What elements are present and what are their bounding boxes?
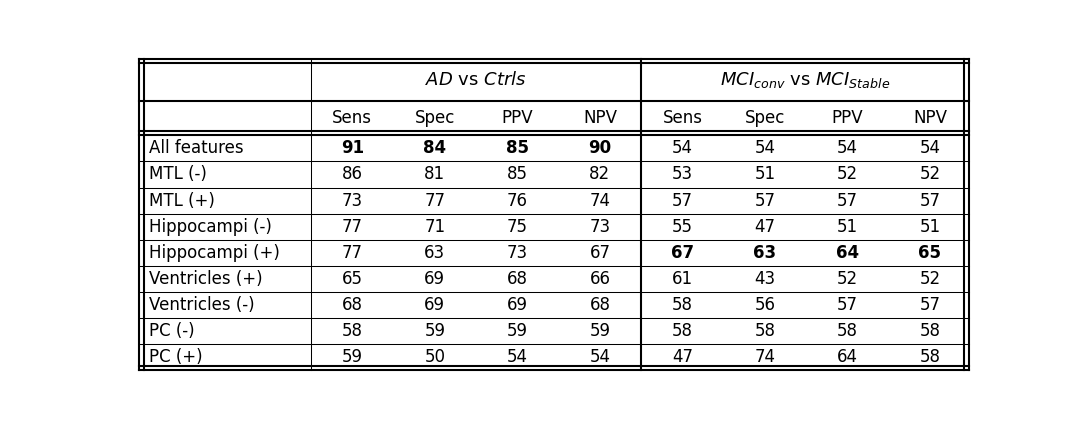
Text: All features: All features	[149, 139, 244, 157]
Text: 64: 64	[836, 244, 859, 262]
Text: 61: 61	[671, 270, 693, 288]
Text: 47: 47	[672, 348, 693, 366]
Text: 57: 57	[837, 296, 858, 314]
Text: 43: 43	[755, 270, 775, 288]
Text: 59: 59	[589, 322, 611, 340]
Text: 59: 59	[342, 348, 363, 366]
Text: 65: 65	[342, 270, 363, 288]
Text: Spec: Spec	[415, 109, 455, 127]
Text: 68: 68	[342, 296, 363, 314]
Text: 53: 53	[671, 165, 693, 184]
Text: 58: 58	[920, 348, 940, 366]
Text: 82: 82	[589, 165, 611, 184]
Text: 85: 85	[506, 139, 529, 157]
Text: 67: 67	[589, 244, 611, 262]
Text: 51: 51	[755, 165, 775, 184]
Text: 56: 56	[755, 296, 775, 314]
Text: NPV: NPV	[583, 109, 617, 127]
Text: 75: 75	[507, 218, 528, 235]
Text: $\mathit{AD}$ vs $\mathit{Ctrls}$: $\mathit{AD}$ vs $\mathit{Ctrls}$	[425, 71, 526, 89]
Text: 69: 69	[425, 296, 445, 314]
Text: 58: 58	[672, 322, 693, 340]
Text: Hippocampi (+): Hippocampi (+)	[149, 244, 280, 262]
Text: 66: 66	[589, 270, 611, 288]
Text: 57: 57	[755, 192, 775, 210]
Text: 55: 55	[672, 218, 693, 235]
Text: 57: 57	[672, 192, 693, 210]
Text: PPV: PPV	[831, 109, 864, 127]
Text: 63: 63	[753, 244, 776, 262]
Text: 77: 77	[425, 192, 445, 210]
Text: 71: 71	[424, 218, 445, 235]
Text: PC (+): PC (+)	[149, 348, 203, 366]
Text: NPV: NPV	[913, 109, 947, 127]
Text: 52: 52	[920, 270, 940, 288]
Text: PC (-): PC (-)	[149, 322, 195, 340]
Text: Ventricles (-): Ventricles (-)	[149, 296, 255, 314]
Text: 68: 68	[507, 270, 528, 288]
Text: 69: 69	[425, 270, 445, 288]
Text: 54: 54	[589, 348, 611, 366]
Text: $\mathit{MCI}_{\mathit{conv}}$ vs $\mathit{MCI}_{\mathit{Stable}}$: $\mathit{MCI}_{\mathit{conv}}$ vs $\math…	[720, 70, 890, 90]
Text: 73: 73	[342, 192, 363, 210]
Text: 85: 85	[507, 165, 528, 184]
Text: 77: 77	[342, 218, 363, 235]
Text: 73: 73	[507, 244, 528, 262]
Text: 68: 68	[589, 296, 611, 314]
Text: 69: 69	[507, 296, 528, 314]
Text: 52: 52	[837, 270, 858, 288]
Text: 59: 59	[425, 322, 445, 340]
Text: 52: 52	[920, 165, 940, 184]
Text: Hippocampi (-): Hippocampi (-)	[149, 218, 272, 235]
Text: Ventricles (+): Ventricles (+)	[149, 270, 263, 288]
Text: 58: 58	[920, 322, 940, 340]
Text: 81: 81	[424, 165, 445, 184]
Text: 54: 54	[837, 139, 858, 157]
Text: 74: 74	[589, 192, 611, 210]
Text: 74: 74	[755, 348, 775, 366]
Text: 57: 57	[920, 192, 940, 210]
Text: 51: 51	[920, 218, 940, 235]
Text: 58: 58	[837, 322, 858, 340]
Text: 54: 54	[672, 139, 693, 157]
Text: 67: 67	[671, 244, 694, 262]
Text: MTL (+): MTL (+)	[149, 192, 215, 210]
Text: 58: 58	[755, 322, 775, 340]
Text: 57: 57	[920, 296, 940, 314]
Text: 90: 90	[588, 139, 612, 157]
Text: 54: 54	[920, 139, 940, 157]
Text: 54: 54	[507, 348, 528, 366]
Text: 51: 51	[837, 218, 858, 235]
Text: Sens: Sens	[332, 109, 372, 127]
Text: 65: 65	[919, 244, 942, 262]
Text: 57: 57	[837, 192, 858, 210]
Text: PPV: PPV	[502, 109, 533, 127]
Text: 59: 59	[507, 322, 528, 340]
Text: 54: 54	[755, 139, 775, 157]
Text: 58: 58	[342, 322, 363, 340]
Text: 64: 64	[837, 348, 858, 366]
Text: 84: 84	[424, 139, 446, 157]
Text: Spec: Spec	[745, 109, 785, 127]
Text: 63: 63	[424, 244, 445, 262]
Text: 73: 73	[589, 218, 611, 235]
Text: 58: 58	[672, 296, 693, 314]
Text: Sens: Sens	[663, 109, 703, 127]
Text: 47: 47	[755, 218, 775, 235]
Text: MTL (-): MTL (-)	[149, 165, 208, 184]
Text: 50: 50	[425, 348, 445, 366]
Text: 52: 52	[837, 165, 858, 184]
Text: 86: 86	[342, 165, 363, 184]
Text: 91: 91	[341, 139, 364, 157]
Text: 76: 76	[507, 192, 528, 210]
Text: 77: 77	[342, 244, 363, 262]
